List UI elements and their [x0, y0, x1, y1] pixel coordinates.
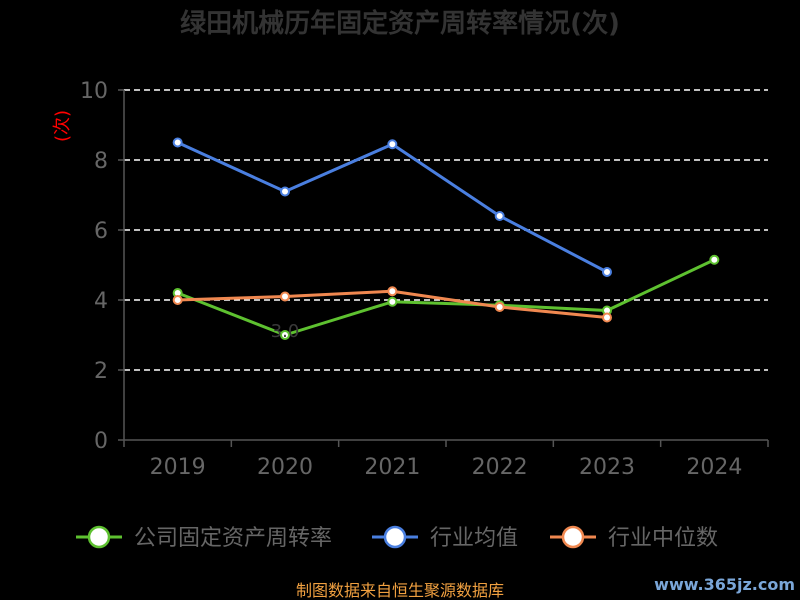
data-point[interactable] — [494, 211, 505, 221]
y-tick-label: 10 — [80, 79, 108, 104]
x-tick-label: 2022 — [472, 455, 528, 480]
y-tick-label: 4 — [94, 289, 108, 314]
y-tick-label: 2 — [94, 359, 108, 384]
legend-swatch-marker — [87, 525, 111, 549]
legend-label: 公司固定资产周转率 — [134, 526, 332, 551]
chart-title: 绿田机械历年固定资产周转率情况(次) — [180, 8, 620, 39]
data-label: 3.0 — [271, 321, 300, 342]
legend-label: 行业中位数 — [608, 526, 718, 551]
series-line-1 — [177, 141, 608, 274]
y-tick-label: 6 — [94, 219, 108, 244]
data-point[interactable] — [172, 137, 183, 148]
x-tick-labels: 2019 2020 2021 2022 2023 2024 — [150, 455, 743, 480]
grid-lines — [124, 89, 768, 371]
x-tick-label: 2024 — [686, 455, 742, 480]
data-point[interactable] — [494, 302, 505, 312]
x-tick-label: 2019 — [150, 455, 206, 480]
x-tick-label: 2021 — [364, 455, 420, 480]
legend[interactable]: 公司固定资产周转率 行业均值 行业中位数 — [76, 525, 718, 551]
y-axis-unit: (次) — [52, 110, 73, 142]
y-tick-label: 8 — [94, 149, 108, 174]
series-layer: 3.0 — [172, 137, 720, 342]
data-point[interactable] — [387, 296, 398, 307]
legend-item-2[interactable]: 行业中位数 — [550, 525, 718, 551]
legend-item-0[interactable]: 公司固定资产周转率 — [76, 525, 332, 551]
data-source-note: 制图数据来自恒生聚源数据库 — [296, 581, 504, 600]
data-point[interactable] — [280, 330, 290, 340]
legend-swatch-marker — [561, 525, 585, 549]
watermark: www.365jz.com — [654, 575, 795, 594]
data-point[interactable] — [709, 254, 720, 265]
legend-item-1[interactable]: 行业均值 — [372, 525, 518, 551]
data-point[interactable] — [280, 291, 290, 302]
x-tick-label: 2020 — [257, 455, 313, 480]
data-point[interactable] — [602, 312, 612, 323]
data-point[interactable] — [172, 295, 183, 305]
series-line-0 — [177, 258, 715, 337]
axes — [118, 89, 769, 447]
x-tick-label: 2023 — [579, 455, 635, 480]
data-point[interactable] — [280, 186, 290, 197]
data-point[interactable] — [602, 267, 612, 277]
legend-label: 行业均值 — [430, 526, 518, 551]
y-tick-label: 0 — [94, 429, 108, 454]
data-point[interactable] — [387, 286, 398, 297]
y-tick-labels: 0 2 4 6 8 10 — [80, 79, 108, 454]
data-point[interactable] — [387, 139, 398, 150]
legend-swatch-marker — [383, 525, 407, 549]
